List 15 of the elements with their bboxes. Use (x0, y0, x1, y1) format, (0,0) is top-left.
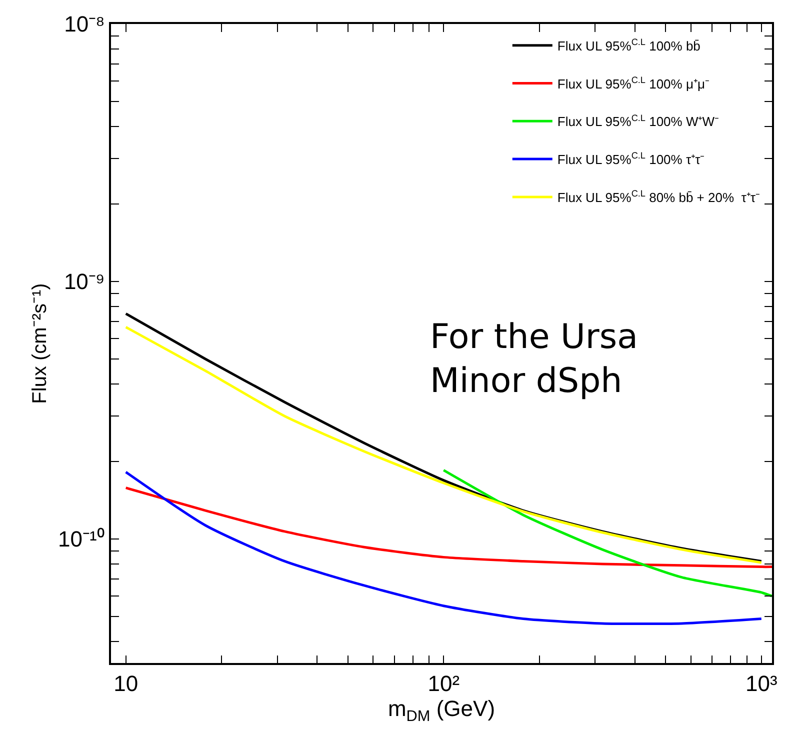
legend-label: Flux UL 95%$^{C.L}$ 80% bb̄ + 20% τ⁺τ⁻ (557, 188, 760, 206)
line-series (124, 470, 763, 626)
legend-label: Flux UL 95%$^{C.L}$ 100% μ⁺μ⁻ (557, 74, 709, 92)
legend-label: Flux UL 95%$^{C.L}$ 100% τ⁺τ⁻ (557, 150, 704, 168)
y-tick-label: 10⁻⁸ (64, 12, 105, 37)
legend-label: Flux UL 95%$^{C.L}$ 100% W⁺W⁻ (557, 112, 718, 130)
x-tick-label: 10² (428, 671, 460, 696)
x-tick-label: 10³ (745, 671, 778, 696)
annotation: For the Ursa Minor dSph (430, 317, 638, 402)
x-axis-title: m$_{DM}$ (GeV) (388, 696, 496, 725)
x-tick-label: 10 (114, 671, 138, 696)
y-tick-label: 10⁻¹⁰ (58, 526, 105, 552)
y-tick-label: 10⁻⁹ (64, 269, 105, 294)
legend-label: Flux UL 95%$^{C.L}$ 100% bb̄ (557, 36, 700, 54)
y-axis-title: Flux (cm⁻²s⁻¹) (29, 283, 52, 404)
